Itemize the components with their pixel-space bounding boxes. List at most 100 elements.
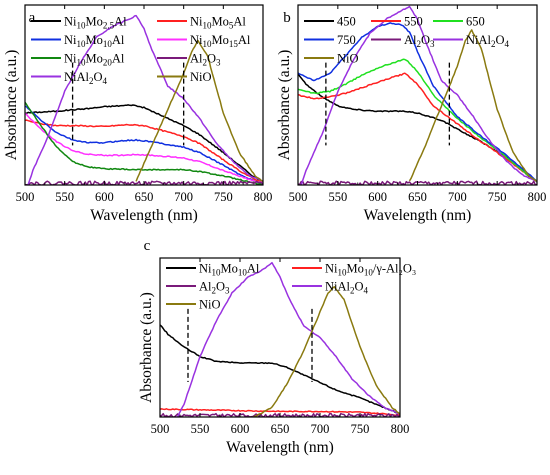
legend-text: 650: [466, 15, 485, 29]
plot-frame: [297, 4, 538, 186]
legend-text: Al: [404, 33, 417, 47]
legend-text: NiO: [337, 52, 359, 66]
legend-subscript: 2: [89, 76, 94, 86]
legend-text: NiO: [190, 70, 212, 84]
x-tick-label-500: 500: [151, 422, 170, 436]
series-line-ni10mo10al: [25, 105, 263, 184]
legend-text: Ni: [190, 33, 203, 47]
legend-label: Ni10Mo5Al: [190, 15, 246, 31]
legend-text: NiAl: [64, 70, 90, 84]
series-line-ni10mo2-5al: [25, 104, 263, 183]
legend-label: 650: [466, 15, 485, 29]
legend-subscript: 2: [203, 58, 208, 68]
legend-subscript: 10: [364, 268, 374, 278]
legend-label: 550: [404, 15, 423, 29]
legend-label: NiO: [190, 70, 212, 84]
legend-text: Ni: [64, 15, 77, 29]
legend-subscript: 4: [505, 39, 510, 49]
legend-subscript: 10: [103, 39, 113, 49]
panel-label: c: [144, 238, 151, 254]
x-tick-label-800: 800: [391, 422, 410, 436]
y-axis-label: Absorbance (a.u.): [138, 292, 155, 403]
legend-item: NiO: [157, 70, 212, 84]
x-tick-label-600: 600: [368, 190, 387, 204]
legend-item: 550: [371, 15, 423, 29]
legend-label: Al2O3: [199, 280, 230, 296]
legend-item: 650: [433, 15, 485, 29]
x-tick-label-550: 550: [328, 190, 347, 204]
legend-text: 550: [404, 15, 423, 29]
series-line-nio: [135, 39, 263, 182]
legend-subscript: 10: [203, 21, 213, 31]
legend-label: Ni10Mo15Al: [190, 33, 251, 49]
x-tick-label-750: 750: [351, 422, 370, 436]
x-axis-label: Wavelength (nm): [226, 439, 334, 456]
legend-text: O: [355, 280, 364, 294]
legend-label: Ni10Mo20Al: [64, 52, 125, 68]
legend-text: O: [496, 33, 505, 47]
x-tick-label-700: 700: [448, 190, 467, 204]
series-line-750: [298, 22, 537, 183]
legend-label: Ni10Mo10/γ-Al₂O₃: [325, 262, 416, 278]
panel-label: b: [283, 10, 291, 26]
legend-label: NiO: [199, 298, 221, 312]
legend-text: Ni: [190, 15, 203, 29]
legend-text: 750: [337, 33, 356, 47]
legend-subscript: 10: [77, 39, 87, 49]
plot-frame: [159, 257, 401, 418]
legend-subscript: 3: [216, 58, 221, 68]
legend-label: Ni10Mo10Al: [199, 262, 260, 278]
legend-item: Ni10Mo2.5Al: [31, 15, 127, 31]
legend-text: Al: [199, 280, 212, 294]
panel-b: 500 550 600 650 700 750 800 Wavelength (nm) Abso…: [276, 4, 546, 224]
legend-item: Ni10Mo5Al: [157, 15, 246, 31]
legend-text: 450: [337, 15, 356, 29]
series-line-nial2o4: [27, 14, 263, 185]
x-tick-label-700: 700: [311, 422, 330, 436]
legend-subscript: 4: [103, 76, 108, 86]
legend-subscript: 10: [77, 21, 87, 31]
x-tick-label-600: 600: [231, 422, 250, 436]
x-tick-label-600: 600: [95, 190, 114, 204]
legend-subscript: 10: [203, 39, 213, 49]
legend-text: Al: [112, 33, 125, 47]
legend-label: Ni10Mo2.5Al: [64, 15, 127, 31]
x-tick-label-650: 650: [135, 190, 154, 204]
legend-label: Al2O3: [404, 33, 435, 49]
legend-item: NiAl2O4: [292, 280, 369, 296]
legend-item: Ni10Mo20Al: [31, 52, 125, 68]
series-line-ni10mo15al: [25, 112, 263, 184]
legend-subscript: 2: [212, 286, 217, 296]
legend-text: O: [421, 33, 430, 47]
series-line-ni10mo20al: [25, 101, 263, 185]
legend-text: Al: [190, 52, 203, 66]
series-line-ni10mo5al: [25, 119, 263, 183]
x-tick-label-750: 750: [214, 190, 233, 204]
legend-text: Mo: [347, 262, 364, 276]
legend-label: NiAl2O4: [64, 70, 108, 86]
legend-text: Al: [112, 52, 125, 66]
legend-text: Ni: [64, 33, 77, 47]
legend-label: Ni10Mo10Al: [64, 33, 125, 49]
series-group: [160, 261, 400, 417]
y-axis-label: Absorbance (a.u.): [276, 50, 293, 161]
legend-text: Ni: [325, 262, 338, 276]
legend-subscript: 2: [417, 39, 422, 49]
legend-subscript: 2: [350, 286, 355, 296]
x-axis-label: Wavelength (nm): [90, 207, 198, 224]
legend-item: NiO: [304, 52, 359, 66]
legend-subscript: 5: [229, 21, 234, 31]
legend-subscript: 4: [364, 286, 369, 296]
legend-subscript: 10: [238, 268, 248, 278]
series-line-nio: [251, 286, 400, 417]
legend-subscript: 20: [103, 58, 113, 68]
legend-item: NiO: [166, 298, 221, 312]
legend-text: Mo: [86, 33, 103, 47]
legend-text: Mo: [86, 15, 103, 29]
panel-c: 500 550 600 650 700 750 800 Wavelength (nm) Abso…: [138, 238, 416, 456]
legend-item: 450: [304, 15, 356, 29]
legend-text: O: [207, 52, 216, 66]
legend-text: Mo: [86, 52, 103, 66]
plot-frame: [24, 4, 264, 186]
